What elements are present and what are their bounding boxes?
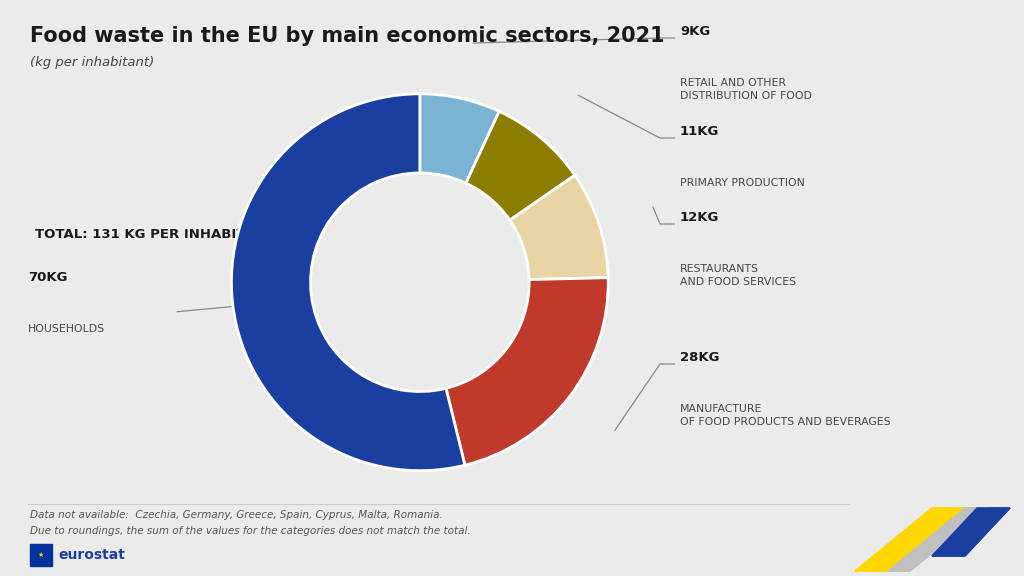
Wedge shape — [446, 278, 608, 465]
Text: 11KG: 11KG — [680, 125, 720, 138]
Text: 70KG: 70KG — [28, 271, 68, 284]
Text: eurostat: eurostat — [58, 548, 125, 562]
Polygon shape — [932, 508, 1010, 556]
Text: 9KG: 9KG — [680, 25, 711, 38]
Text: PRIMARY PRODUCTION: PRIMARY PRODUCTION — [680, 178, 805, 188]
Bar — [30, 544, 52, 566]
Text: HOUSEHOLDS: HOUSEHOLDS — [28, 324, 105, 334]
Text: Food waste in the EU by main economic sectors, 2021: Food waste in the EU by main economic se… — [30, 26, 665, 46]
Polygon shape — [932, 508, 1010, 556]
Text: MANUFACTURE
OF FOOD PRODUCTS AND BEVERAGES: MANUFACTURE OF FOOD PRODUCTS AND BEVERAG… — [680, 404, 891, 427]
Wedge shape — [420, 94, 500, 183]
Polygon shape — [888, 508, 987, 571]
Polygon shape — [855, 508, 965, 571]
Text: ★: ★ — [38, 552, 44, 558]
Text: TOTAL: 131 KG PER INHABITANT: TOTAL: 131 KG PER INHABITANT — [35, 228, 274, 241]
Bar — [850, 501, 1024, 576]
Polygon shape — [888, 508, 987, 571]
Text: RESTAURANTS
AND FOOD SERVICES: RESTAURANTS AND FOOD SERVICES — [680, 264, 796, 287]
Text: Due to roundings, the sum of the values for the categories does not match the to: Due to roundings, the sum of the values … — [30, 526, 471, 536]
Wedge shape — [466, 111, 574, 220]
Wedge shape — [510, 175, 608, 279]
Text: 28KG: 28KG — [680, 351, 720, 364]
Text: 12KG: 12KG — [680, 211, 720, 224]
Polygon shape — [855, 508, 965, 571]
Text: (kg per inhabitant): (kg per inhabitant) — [30, 56, 155, 69]
Wedge shape — [231, 94, 465, 471]
Text: Data not available:  Czechia, Germany, Greece, Spain, Cyprus, Malta, Romania.: Data not available: Czechia, Germany, Gr… — [30, 510, 442, 520]
Text: RETAIL AND OTHER
DISTRIBUTION OF FOOD: RETAIL AND OTHER DISTRIBUTION OF FOOD — [680, 78, 812, 101]
